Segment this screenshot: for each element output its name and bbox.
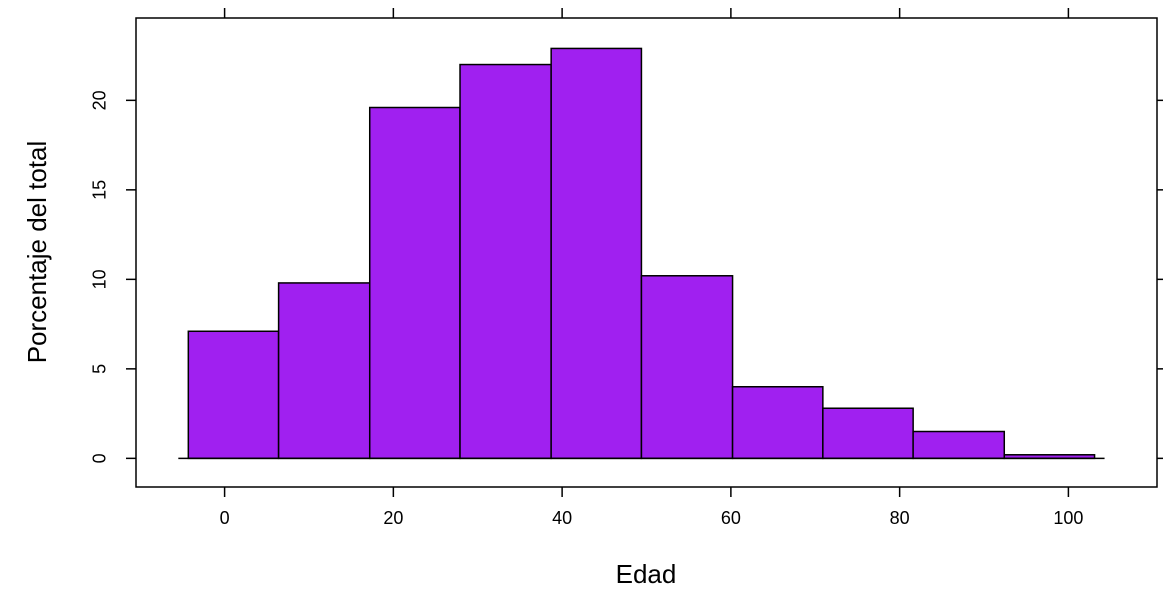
- histogram-bar: [731, 386, 824, 460]
- histogram-bar: [277, 282, 371, 460]
- histogram-bar: [912, 430, 1006, 460]
- histogram-bar: [368, 106, 461, 460]
- x-tick-label: 100: [1053, 508, 1083, 528]
- x-axis-label: Edad: [616, 559, 677, 589]
- x-tick-label: 40: [552, 508, 572, 528]
- x-tick-label: 60: [721, 508, 741, 528]
- y-axis-label: Porcentaje del total: [22, 141, 52, 364]
- x-axis-ticks: 0 20 40 60 80 100: [220, 8, 1083, 528]
- y-tick-label: 5: [90, 364, 110, 374]
- plot-frame: [135, 17, 1158, 488]
- y-tick-label: 10: [90, 269, 110, 289]
- x-tick-label: 20: [383, 508, 403, 528]
- histogram-bar: [550, 47, 643, 460]
- x-tick-label: 0: [220, 508, 230, 528]
- histogram-bar: [822, 407, 914, 460]
- y-tick-label: 20: [90, 90, 110, 110]
- y-tick-label: 0: [90, 453, 110, 463]
- histogram-bar: [187, 330, 280, 460]
- y-axis-ticks: 0 5 10 15 20: [90, 90, 1163, 463]
- x-tick-label: 80: [890, 508, 910, 528]
- histogram-bar: [640, 275, 734, 460]
- histogram-bar: [459, 63, 552, 460]
- bars-group: [187, 47, 1096, 460]
- y-tick-label: 15: [90, 180, 110, 200]
